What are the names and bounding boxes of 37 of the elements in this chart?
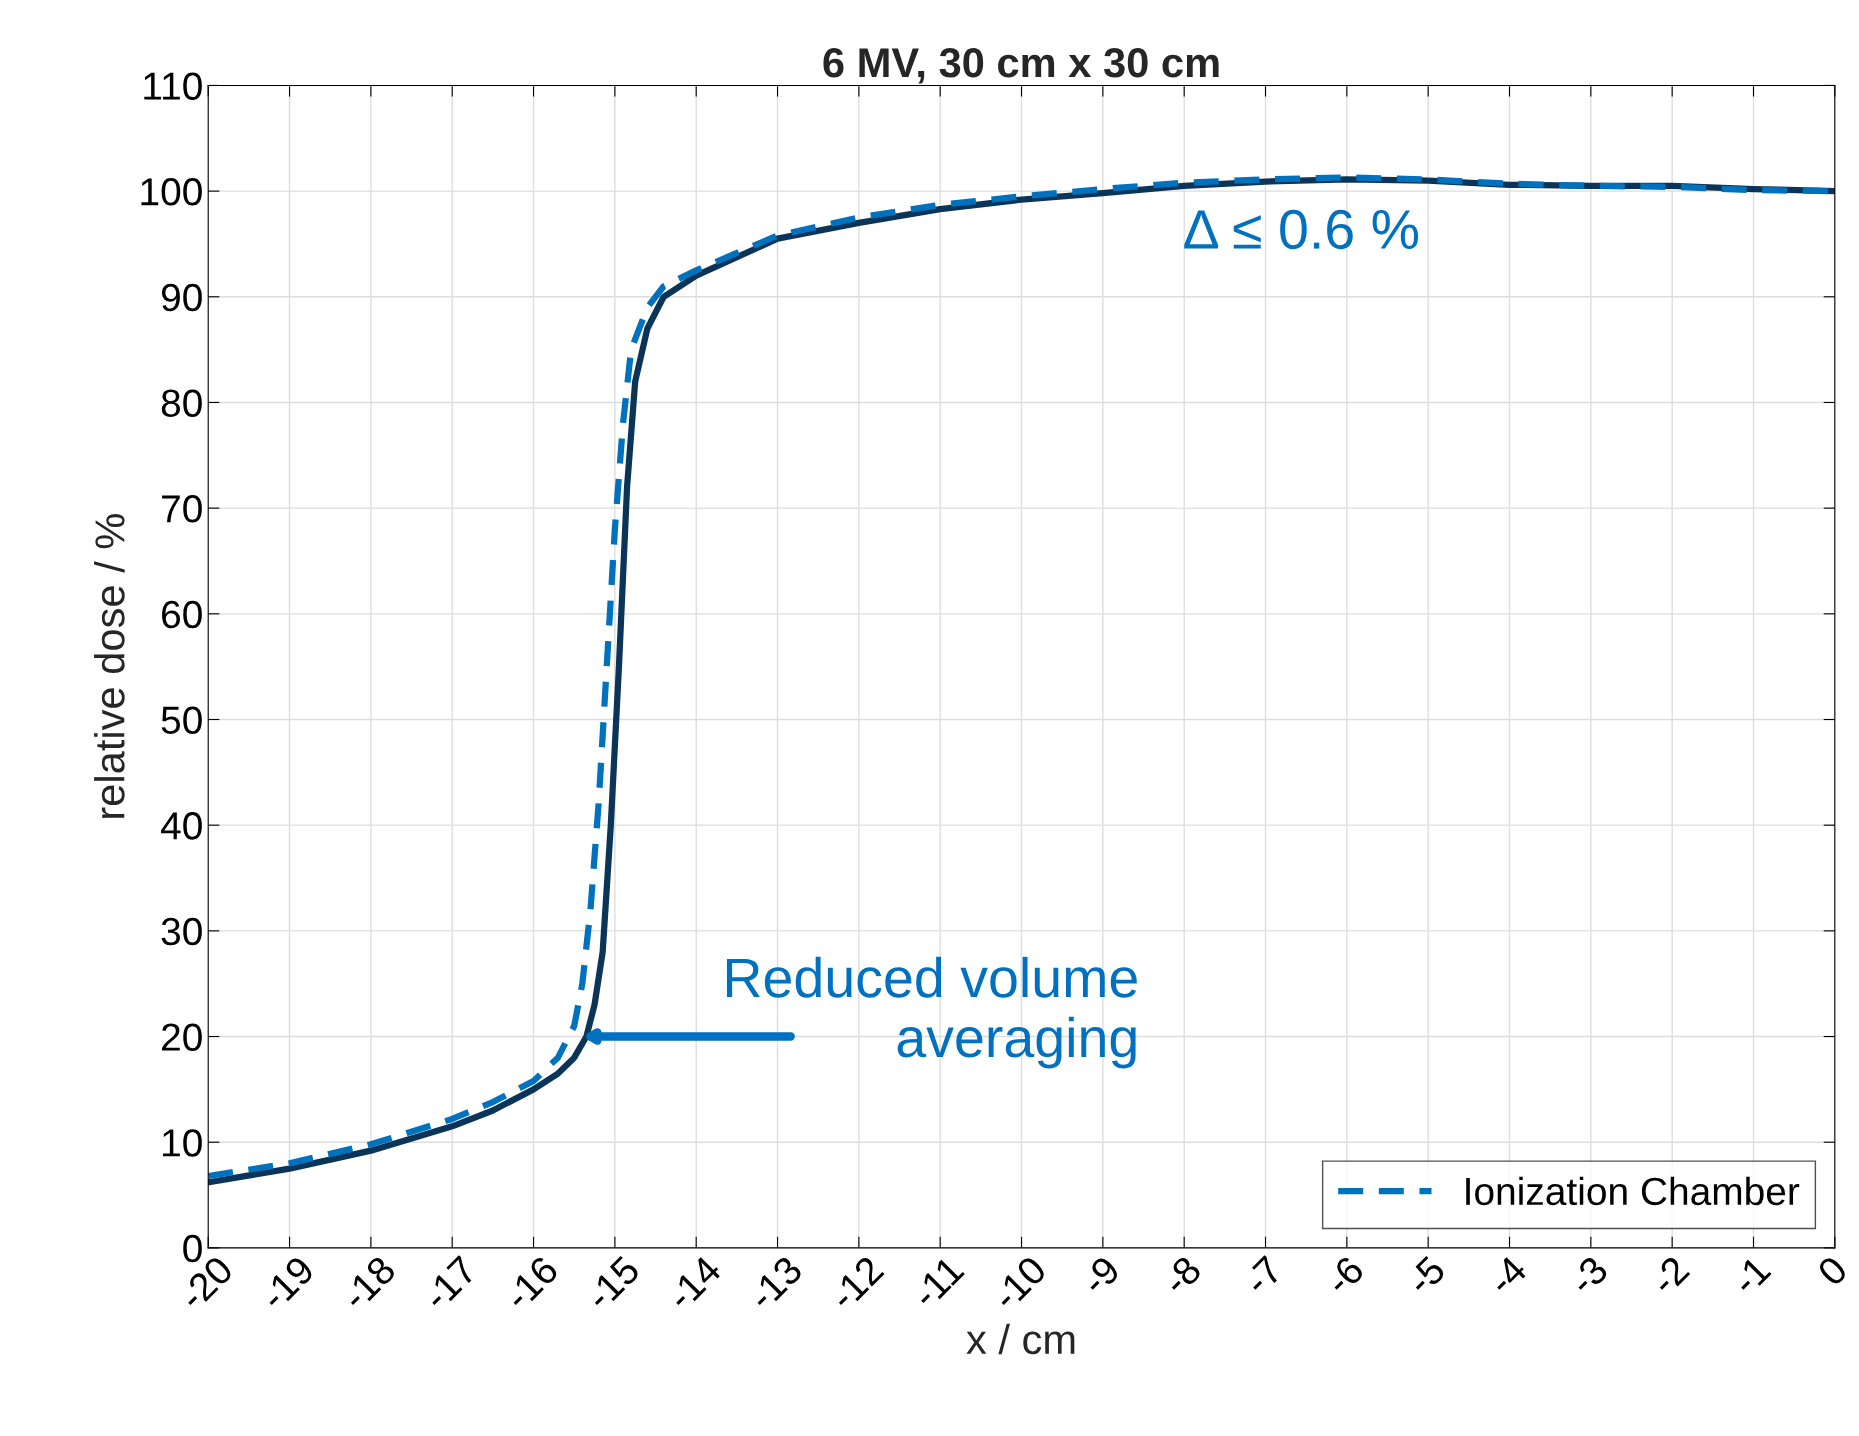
x-tick-label: -9 (1079, 1254, 1122, 1297)
x-tick-label: -11 (910, 1255, 965, 1310)
chart-title: 6 MV, 30 cm x 30 cm (823, 48, 1219, 84)
x-tick-label: -2 (1649, 1254, 1691, 1296)
y-tick-label: 110 (144, 72, 202, 100)
y-tick-label: 100 (141, 178, 202, 206)
x-tick-label: -12 (828, 1254, 885, 1312)
x-tick-label: -7 (1242, 1255, 1284, 1296)
x-tick-label: -3 (1567, 1254, 1610, 1297)
x-tick-label: -1 (1730, 1255, 1772, 1296)
annotation: Reduced volume averaging (726, 956, 1137, 1069)
x-axis-title: x / cm (966, 1323, 1075, 1355)
x-tick-label: -14 (665, 1254, 723, 1312)
legend-label: Ionization Chamber (1466, 1176, 1800, 1206)
y-tick-label: 90 (161, 283, 202, 312)
y-tick-label: 70 (162, 495, 202, 523)
x-tick-label: -10 (990, 1254, 1048, 1312)
y-tick-label: 50 (161, 706, 202, 734)
y-tick-label: 10 (163, 1129, 202, 1157)
x-tick-label: -15 (584, 1254, 641, 1312)
x-tick-label: -16 (502, 1254, 560, 1312)
annotation: Δ ≤ 0.6 % (1184, 209, 1419, 250)
y-tick-label: 60 (162, 600, 202, 629)
x-tick-label: -4 (1486, 1254, 1529, 1296)
y-tick-label: 30 (161, 917, 202, 946)
y-tick-label: 80 (161, 389, 202, 417)
y-tick-label: 20 (162, 1023, 202, 1051)
x-tick-label: 0 (1816, 1254, 1849, 1288)
x-tick-label: -19 (258, 1254, 316, 1312)
x-tick-label: -6 (1323, 1254, 1366, 1297)
x-tick-label: -13 (746, 1254, 804, 1312)
y-tick-label: 40 (160, 812, 202, 840)
x-tick-label: -17 (421, 1255, 478, 1312)
y-axis-title: relative dose / % (94, 514, 125, 818)
x-tick-label: -18 (340, 1254, 397, 1312)
x-tick-label: -8 (1161, 1254, 1203, 1297)
x-tick-label: -5 (1405, 1254, 1447, 1297)
